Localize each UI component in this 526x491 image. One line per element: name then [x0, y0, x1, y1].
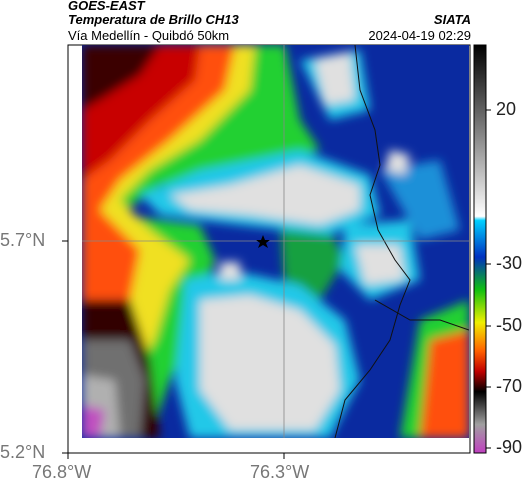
brightness-temperature-field	[82, 45, 469, 438]
colorbar-label-m50: -50	[496, 315, 523, 335]
y-tick-label-5p2: 5.2°N	[0, 442, 46, 462]
product-title: Temperatura de Brillo CH13	[68, 12, 239, 27]
colorbar-label-20: 20	[496, 99, 517, 119]
org-label: SIATA	[433, 12, 471, 27]
x-tick-label-76p8: 76.8°W	[32, 462, 92, 482]
colorbar-label-m90: -90	[496, 437, 523, 457]
satellite-name: GOES-EAST	[68, 0, 145, 13]
y-tick-label-5p7: 5.7°N	[0, 230, 46, 250]
x-tick-label-76p3: 76.3°W	[250, 462, 310, 482]
location-star-marker	[256, 235, 270, 248]
department-boundary	[334, 45, 411, 438]
route-subtitle: Vía Medellín - Quibdó 50km	[68, 28, 230, 43]
colorbar-label-m30: -30	[496, 253, 523, 273]
municipal-boundary	[374, 299, 469, 331]
colorbar-label-m70: -70	[496, 376, 523, 396]
timestamp: 2024-04-19 02:29	[368, 28, 471, 43]
colorbar	[473, 44, 487, 454]
